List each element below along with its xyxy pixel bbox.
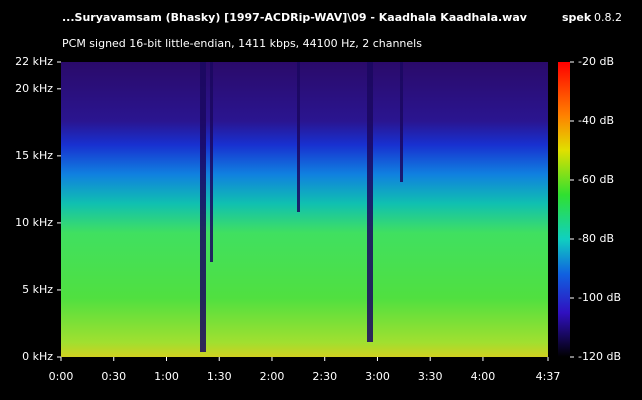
x-tick-label: 4:37 [536,370,561,383]
color-scale [558,62,570,357]
x-tick-label: 2:00 [260,370,285,383]
x-tick-label: 4:00 [471,370,496,383]
x-tick-label: 3:30 [418,370,443,383]
color-tick-label: -60 dB [578,173,614,186]
spectrogram [61,62,548,357]
x-tick-label: 0:00 [49,370,74,383]
file-title: ...Suryavamsam (Bhasky) [1997-ACDRip-WAV… [62,11,528,24]
color-tick-label: -100 dB [578,291,621,304]
spectrogram-quiet-stripes [200,62,403,352]
app-version: 0.8.2 [594,11,622,24]
color-tick-label: -120 dB [578,350,621,363]
y-tick-label: 5 kHz [22,283,53,296]
file-info: PCM signed 16-bit little-endian, 1411 kb… [62,37,422,50]
y-tick-label: 0 kHz [22,350,53,363]
color-tick-label: -40 dB [578,114,614,127]
y-tick-label: 22 kHz [15,55,53,68]
x-tick-label: 2:30 [312,370,337,383]
x-tick-label: 3:00 [365,370,390,383]
y-tick-label: 10 kHz [15,216,53,229]
app-name: spek [562,11,592,24]
x-tick-label: 0:30 [101,370,126,383]
x-tick-label: 1:30 [207,370,232,383]
y-tick-label: 15 kHz [15,149,53,162]
color-tick-label: -20 dB [578,55,614,68]
color-tick-label: -80 dB [578,232,614,245]
y-tick-label: 20 kHz [15,82,53,95]
x-tick-label: 1:00 [154,370,179,383]
